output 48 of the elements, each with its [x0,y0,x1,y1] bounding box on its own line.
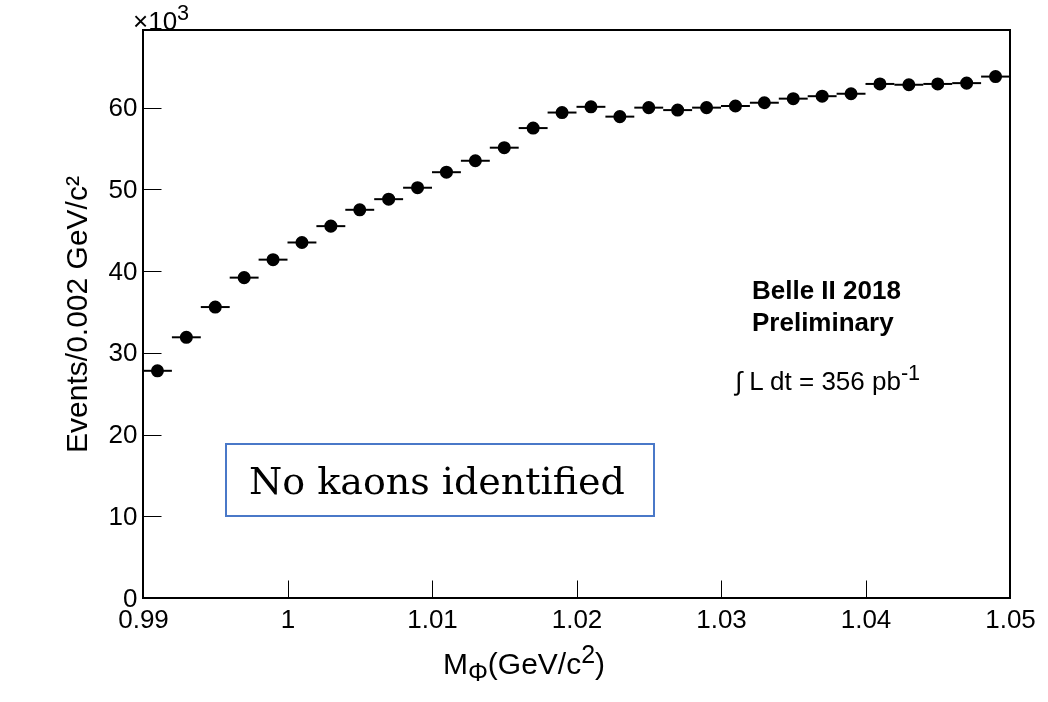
annotation: Belle II 2018 [752,275,901,306]
annotation: Preliminary [752,307,894,338]
point [439,165,453,179]
y-tick-label: 10 [108,500,138,531]
point [266,253,280,267]
point [150,364,164,378]
point [295,235,309,249]
point [353,203,367,217]
x-tick-label: 1.04 [840,603,892,634]
annotation: No kaons identified [225,443,655,517]
point [786,92,800,106]
point [555,106,569,120]
x-tick-label: 1.05 [985,603,1036,634]
point [931,77,945,91]
annotation: ∫ L dt = 356 pb$^{-1}$ [735,360,921,397]
point [728,99,742,113]
point [844,87,858,101]
point [382,192,396,206]
x-tick-label: 1.03 [696,603,747,634]
x-tick-label: 1.01 [407,603,458,634]
y-tick-label: 60 [108,92,138,123]
point [613,110,627,124]
point [642,101,656,115]
point [902,78,916,92]
point [411,181,425,195]
point [468,154,482,168]
point [208,300,222,314]
point [324,219,338,233]
point [526,121,540,135]
point [989,70,1003,84]
point [497,141,511,155]
point [671,103,685,117]
y-tick-label: 20 [108,419,138,450]
x-tick-label: 1 [280,603,296,634]
point [179,330,193,344]
y-tick-label: 30 [108,337,138,368]
x-axis-title: M$_{Φ}$(GeV/c$^{2}$) [441,640,607,687]
y-axis-title: Events/0.002 GeV/c² [59,176,93,453]
y-tick-label: 50 [108,173,138,204]
point [757,96,771,110]
point [584,100,598,114]
point [237,271,251,285]
y-tick-label: 40 [108,255,138,286]
point [815,89,829,103]
x-tick-label: 1.02 [551,603,603,634]
point [700,101,714,115]
point [960,76,974,90]
point [873,77,887,91]
